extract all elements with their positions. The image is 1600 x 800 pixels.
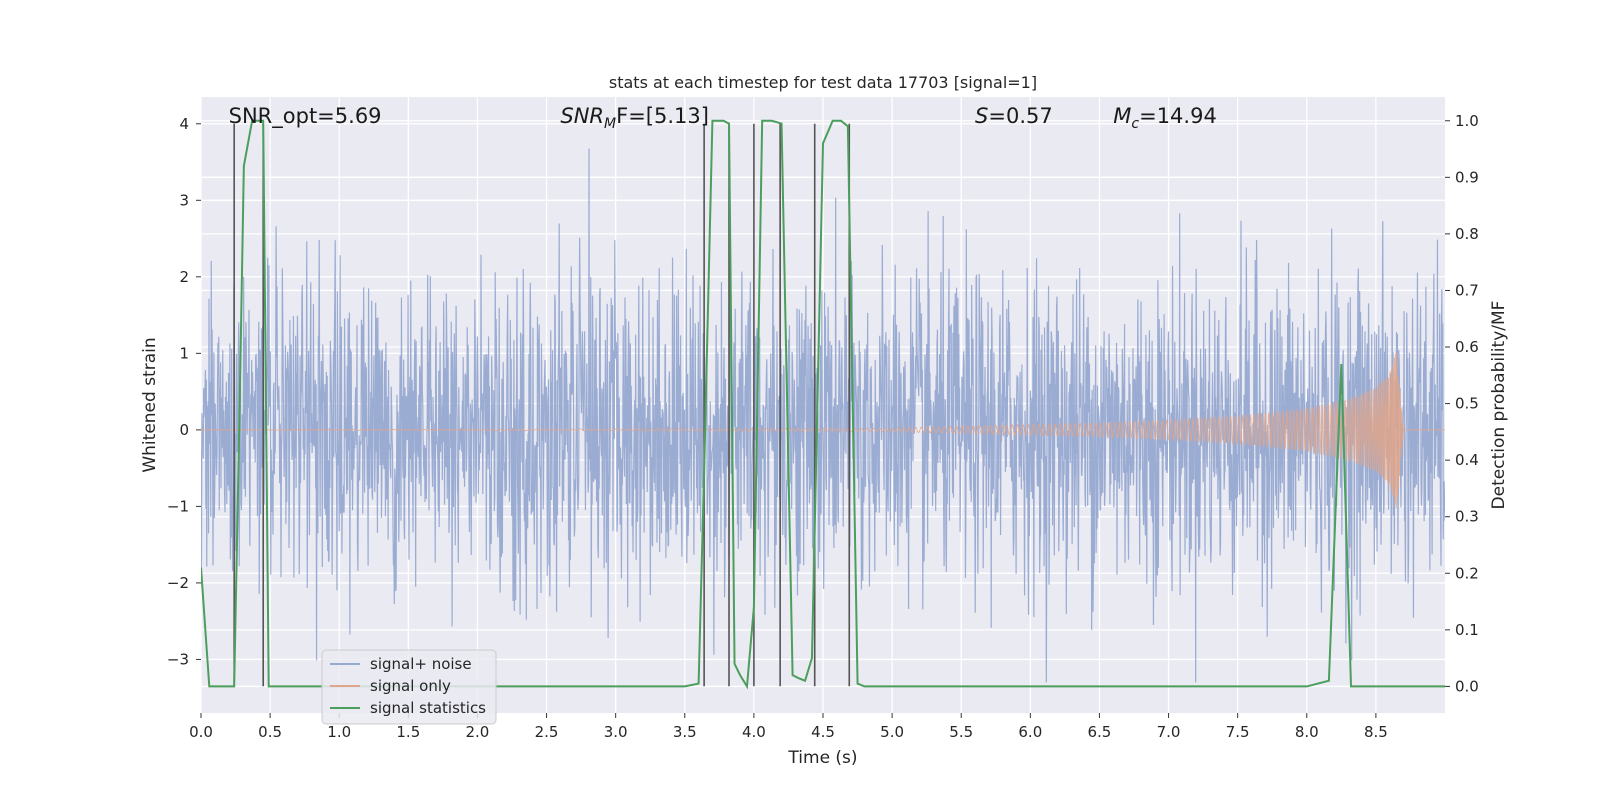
signal-statistics-line [201,119,1445,690]
x-tick-label: 6.5 [1088,723,1112,741]
y-right-tick-label: 0.8 [1455,225,1479,243]
y-right-tick-label: 0.9 [1455,168,1479,186]
y-right-tick-label: 0.6 [1455,338,1479,356]
annotation-2: S=0.57 [975,104,1053,128]
annotations: SNR_opt=5.69 SNRMF=[5.13] S=0.57 Mc=14.94 [229,104,1217,132]
y-axis-ticks: −3 −2 −1 0 1 2 3 4 [167,115,201,668]
noise-trace [201,148,1445,683]
legend-label-noise: signal+ noise [370,655,472,673]
x-tick-label: 2.5 [535,723,559,741]
y-tick-label: −3 [167,650,189,668]
y-tick-label: 4 [179,115,189,133]
x-tick-label: 1.0 [327,723,351,741]
legend-label-signal: signal only [370,677,451,695]
annotation-symbol: M [1113,104,1131,128]
x-tick-label: 5.0 [880,723,904,741]
plot-layer [201,119,1445,690]
chart-title: stats at each timestep for test data 177… [609,73,1037,92]
y-right-tick-label: 0.3 [1455,508,1479,526]
y-tick-label: 3 [179,191,189,209]
x-tick-label: 3.0 [604,723,628,741]
y-right-tick-label: 1.0 [1455,112,1479,130]
x-tick-label: 2.0 [466,723,490,741]
y-tick-label: 0 [179,421,189,439]
y-right-axis-ticks: 0.0 0.1 0.2 0.3 0.4 0.5 0.6 0.7 0.8 0.9 1.0 [1445,112,1479,695]
x-tick-label: 3.5 [673,723,697,741]
annotation-value: F=[5.13] [616,104,709,128]
x-tick-label: 4.0 [742,723,766,741]
x-axis-label: Time (s) [787,748,857,768]
annotation-subscript: M [604,116,616,132]
annotation-symbol: SNR [560,104,604,128]
annotation-value: =0.57 [988,104,1052,128]
x-tick-label: 8.0 [1295,723,1319,741]
annotation-3: Mc=14.94 [1113,104,1217,132]
y-tick-label: −2 [167,574,189,592]
x-tick-label: 4.5 [811,723,835,741]
y-right-tick-label: 0.0 [1455,677,1479,695]
y-tick-label: −1 [167,497,189,515]
x-tick-label: 0.5 [258,723,282,741]
y-right-tick-label: 0.4 [1455,451,1479,469]
legend-box [321,649,497,725]
x-tick-label: 1.5 [396,723,420,741]
signal-only-line [201,352,1445,509]
y-tick-label: 1 [179,344,189,362]
x-tick-label: 6.0 [1018,723,1042,741]
x-tick-label: 7.0 [1157,723,1181,741]
legend-label-statistics: signal statistics [370,699,486,717]
annotation-value: =14.94 [1139,104,1217,128]
y-tick-label: 2 [179,268,189,286]
x-tick-label: 8.5 [1364,723,1388,741]
annotation-0: SNR_opt=5.69 [229,104,382,129]
y-right-tick-label: 0.2 [1455,564,1479,582]
x-tick-label: 7.5 [1226,723,1250,741]
y-right-tick-label: 0.5 [1455,395,1479,413]
y-axis-label: Whitened strain [140,337,160,472]
annotation-symbol: S [975,104,988,128]
annotation-subscript: c [1131,116,1139,132]
legend: signal+ noise signal only signal statist… [321,649,497,725]
y-right-tick-label: 0.1 [1455,621,1479,639]
x-axis-ticks: 0.0 0.5 1.0 1.5 2.0 2.5 3.0 3.5 4.0 4.5 5.0 5.5 6.0 6… [189,713,1388,741]
y-right-axis-label: Detection probability/MF [1489,301,1509,510]
noise-layer [201,148,1445,683]
x-tick-label: 0.0 [189,723,213,741]
annotation-1: SNRMF=[5.13] [560,104,709,132]
y-right-tick-label: 0.7 [1455,281,1479,299]
x-tick-label: 5.5 [949,723,973,741]
